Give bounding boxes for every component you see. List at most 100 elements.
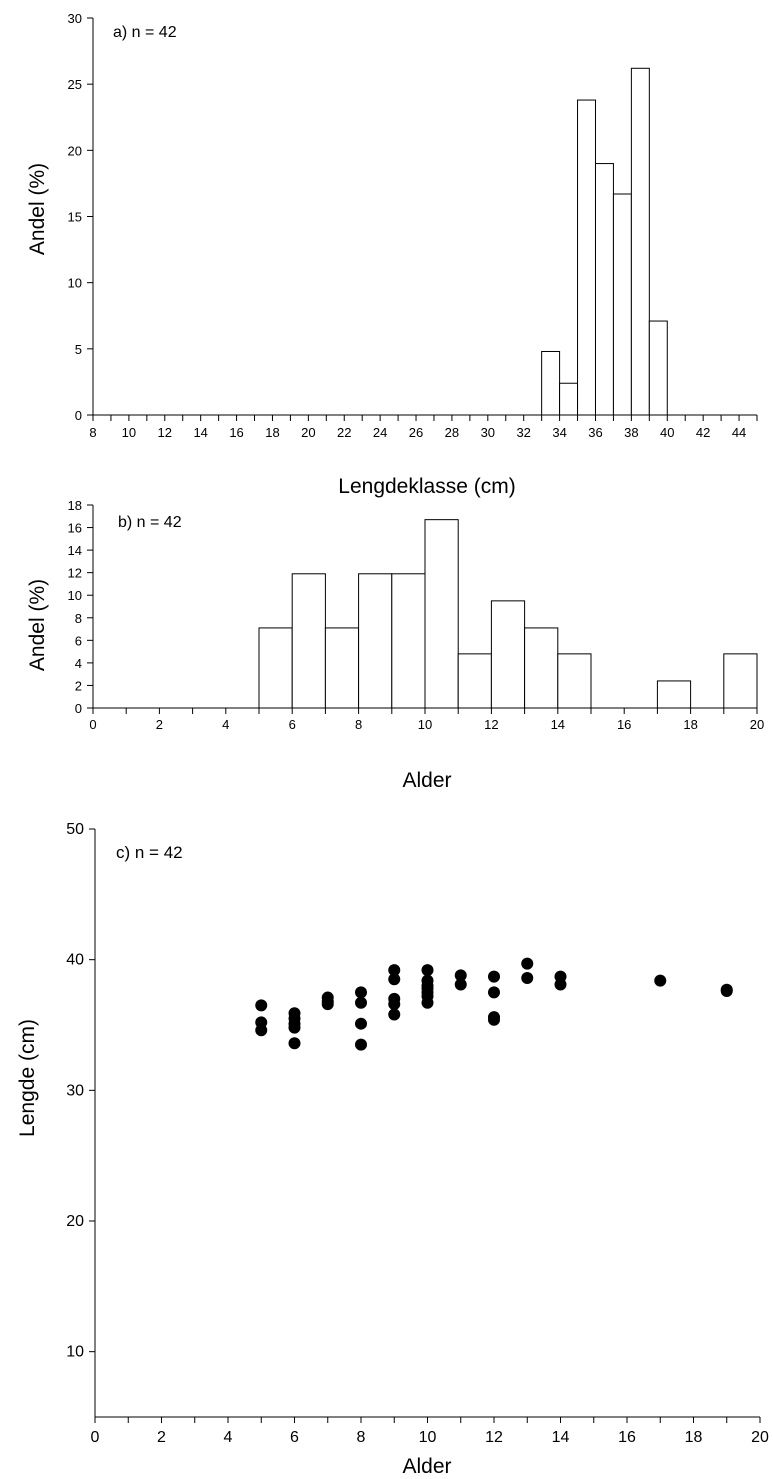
- chart-b-bar: [490, 600, 526, 709]
- chart-a-bar: [577, 99, 596, 416]
- chart-c-point: [521, 957, 534, 970]
- chart-b-y-tick-label: 12: [68, 566, 82, 581]
- chart-c-point: [421, 964, 434, 977]
- chart-b-x-tick-label: 6: [289, 717, 296, 732]
- chart-a-y-tick-label: 15: [68, 210, 82, 225]
- chart-c-y-tick-label: 10: [66, 1344, 84, 1361]
- chart-a-x-tick-label: 30: [481, 425, 495, 440]
- chart-b-bar: [557, 653, 592, 709]
- chart-b-x-tick-label: 18: [683, 717, 697, 732]
- chart-c-point: [720, 985, 733, 998]
- chart-a-bar: [559, 382, 579, 416]
- chart-b-y-tick-label: 0: [75, 701, 82, 716]
- chart-c-point: [388, 998, 401, 1011]
- chart-b-panel-label: b) n = 42: [118, 514, 182, 531]
- chart-c-x-axis-title: Alder: [402, 1455, 451, 1478]
- chart-b-x-tick-label: 16: [617, 717, 631, 732]
- chart-c-y-tick-label: 30: [66, 1082, 84, 1099]
- chart-a-x-tick-label: 12: [158, 425, 172, 440]
- chart-a-x-tick-label: 38: [624, 425, 638, 440]
- chart-c-point: [421, 982, 434, 995]
- chart-b-x-tick-label: 14: [551, 717, 565, 732]
- chart-c-point: [454, 969, 467, 982]
- chart-b-bar: [391, 573, 426, 709]
- chart-b-x-tick-label: 8: [355, 717, 362, 732]
- chart-a-y-tick-label: 20: [68, 143, 82, 158]
- chart-c-age-length-scatter: c) n = 42 Alder Lengde (cm) 0 2 4 6 8 10 12 14 1…: [16, 821, 769, 1478]
- chart-b-bar: [258, 627, 293, 709]
- chart-c-point: [355, 1038, 367, 1051]
- chart-c-panel-label: c) n = 42: [116, 843, 183, 862]
- chart-a-x-tick-label: 28: [445, 425, 459, 440]
- chart-b-x-tick-label: 20: [750, 717, 764, 732]
- chart-b-bar: [656, 680, 692, 709]
- chart-a-x-tick-label: 36: [588, 425, 602, 440]
- chart-b-y-tick-label: 6: [75, 633, 82, 648]
- chart-a-bar: [594, 163, 614, 416]
- chart-c-point: [288, 1021, 301, 1034]
- chart-a-x-tick-label: 16: [229, 425, 243, 440]
- chart-a-x-tick-label: 32: [516, 425, 530, 440]
- chart-a-y-tick-label: 5: [75, 342, 82, 357]
- chart-c-point: [255, 1024, 268, 1037]
- chart-b-bar: [457, 653, 492, 709]
- chart-a-bar: [541, 350, 561, 416]
- chart-c-y-tick-label: 40: [66, 952, 84, 969]
- chart-a-x-tick-label: 26: [409, 425, 423, 440]
- chart-a-y-tick-label: 0: [75, 408, 82, 423]
- chart-c-x-tick-label: 16: [618, 1429, 636, 1446]
- chart-b-y-axis-title: Andel (%): [26, 579, 49, 671]
- chart-b-x-tick-label: 0: [89, 717, 96, 732]
- chart-c-point: [388, 964, 401, 977]
- chart-c-point: [521, 971, 534, 984]
- chart-b-x-tick-label: 12: [484, 717, 498, 732]
- chart-b-bar: [524, 627, 559, 709]
- chart-a-panel-label: a) n = 42: [113, 24, 177, 41]
- chart-a-length-distribution: a) n = 42 Lengdeklasse (cm) Andel (%) 8 1…: [26, 11, 758, 498]
- chart-b-bar: [723, 653, 758, 709]
- chart-c-x-tick-label: 10: [419, 1429, 437, 1446]
- chart-c-point: [488, 970, 500, 983]
- chart-c-x-tick-label: 4: [224, 1429, 233, 1446]
- chart-b-y-tick-label: 4: [75, 656, 82, 671]
- chart-a-bar: [648, 320, 668, 416]
- chart-c-point: [355, 986, 367, 999]
- chart-c-x-tick-label: 8: [357, 1429, 366, 1446]
- chart-a-y-tick-label: 30: [68, 11, 82, 26]
- chart-c-point: [255, 999, 268, 1012]
- chart-a-y-tick-label: 10: [68, 276, 82, 291]
- chart-c-point: [388, 1008, 401, 1021]
- chart-a-bar: [612, 193, 632, 416]
- chart-b-bar: [424, 519, 459, 709]
- chart-a-x-tick-label: 14: [193, 425, 207, 440]
- chart-c-x-tick-label: 6: [290, 1429, 299, 1446]
- chart-b-y-tick-label: 2: [75, 678, 82, 693]
- chart-c-x-tick-label: 14: [552, 1429, 570, 1446]
- chart-c-point: [288, 1037, 301, 1050]
- chart-c-point: [321, 998, 334, 1011]
- chart-b-bar: [324, 627, 360, 709]
- chart-c-y-tick-label: 50: [66, 821, 84, 838]
- chart-a-y-tick-label: 25: [68, 77, 82, 92]
- chart-b-x-axis-title: Alder: [402, 769, 451, 792]
- chart-a-x-axis-title: Lengdeklasse (cm): [338, 475, 515, 498]
- chart-b-bar: [291, 573, 326, 709]
- chart-c-x-tick-label: 2: [157, 1429, 166, 1446]
- chart-c-x-tick-label: 18: [685, 1429, 703, 1446]
- chart-c-point: [488, 1013, 500, 1026]
- chart-a-x-tick-label: 20: [301, 425, 315, 440]
- chart-b-age-distribution: b) n = 42 Alder Andel (%) 0 2 4 6 8 10 12 14 16 1…: [26, 498, 764, 792]
- chart-a-bar: [630, 67, 650, 416]
- chart-c-x-tick-label: 20: [751, 1429, 769, 1446]
- chart-c-point: [355, 1017, 367, 1030]
- chart-b-bar: [358, 573, 393, 709]
- chart-c-point: [488, 986, 500, 999]
- chart-b-y-tick-label: 18: [68, 498, 82, 513]
- chart-c-point: [554, 978, 567, 991]
- chart-a-x-tick-label: 24: [373, 425, 387, 440]
- chart-c-y-axis-title: Lengde (cm): [16, 1019, 39, 1137]
- chart-a-x-tick-label: 18: [265, 425, 279, 440]
- chart-b-y-tick-label: 14: [68, 543, 82, 558]
- chart-a-x-tick-label: 40: [660, 425, 674, 440]
